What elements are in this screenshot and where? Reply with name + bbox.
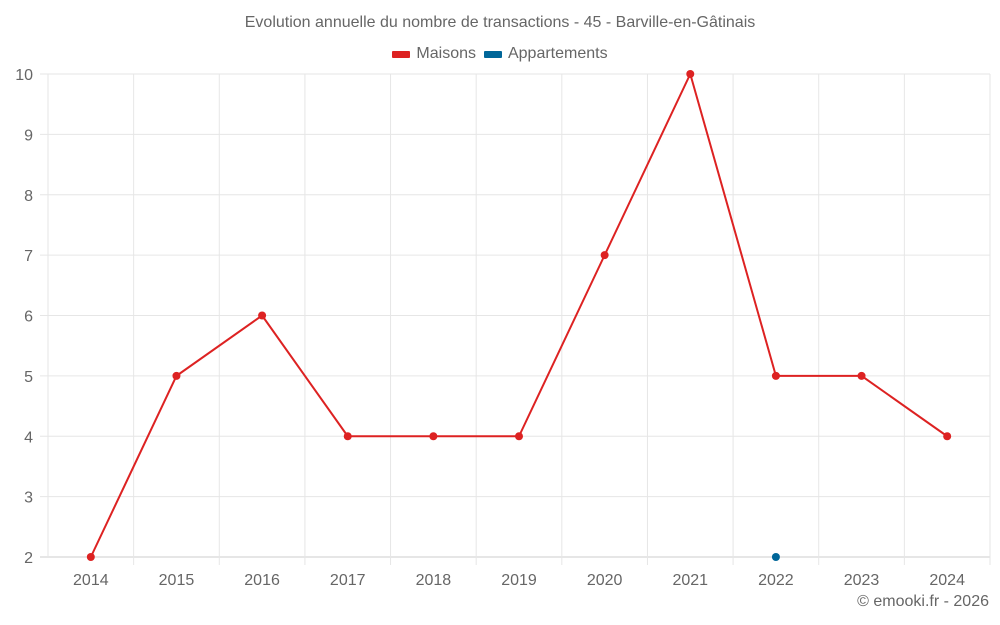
legend-label-appartements: Appartements <box>507 45 608 62</box>
y-tick-label: 9 <box>24 127 33 144</box>
x-tick-label: 2020 <box>587 572 623 589</box>
data-point-maisons[interactable] <box>943 432 952 441</box>
data-point-maisons[interactable] <box>429 432 438 441</box>
data-point-maisons[interactable] <box>343 432 352 441</box>
data-point-maisons[interactable] <box>600 251 609 260</box>
legend-swatch-maisons-icon <box>392 50 411 58</box>
data-point-appartements[interactable] <box>771 553 780 561</box>
data-point-maisons[interactable] <box>515 432 523 441</box>
x-tick-label: 2022 <box>758 572 794 589</box>
y-tick-label: 3 <box>24 490 33 507</box>
x-tick-label: 2014 <box>73 572 109 589</box>
x-tick-label: 2019 <box>501 572 537 589</box>
data-point-maisons[interactable] <box>86 553 95 561</box>
chart-title: Evolution annuelle du nombre de transact… <box>244 14 756 31</box>
y-tick-label: 6 <box>24 309 33 326</box>
credit-text: © emooki.fr - 2026 <box>857 593 989 610</box>
data-point-maisons[interactable] <box>771 371 780 380</box>
y-tick-label: 2 <box>24 550 33 567</box>
legend-item-maisons[interactable]: Maisons <box>392 45 476 63</box>
x-tick-label: 2021 <box>672 572 708 589</box>
chart-legend: Maisons Appartements <box>0 45 1000 63</box>
x-tick-label: 2023 <box>844 572 880 589</box>
legend-label-maisons: Maisons <box>416 45 476 62</box>
legend-swatch-appartements-icon <box>483 50 502 58</box>
x-tick-label: 2018 <box>416 572 452 589</box>
x-tick-label: 2015 <box>159 572 195 589</box>
data-point-maisons[interactable] <box>258 311 267 320</box>
y-tick-label: 8 <box>24 188 33 205</box>
data-point-maisons[interactable] <box>857 371 866 380</box>
y-tick-label: 7 <box>24 248 33 265</box>
x-tick-label: 2024 <box>929 572 965 589</box>
x-tick-label: 2017 <box>330 572 366 589</box>
x-tick-label: 2016 <box>244 572 280 589</box>
y-tick-label: 4 <box>24 429 33 446</box>
y-tick-label: 5 <box>24 369 33 386</box>
data-point-maisons[interactable] <box>172 371 181 380</box>
data-point-maisons[interactable] <box>686 70 695 78</box>
legend-item-appartements[interactable]: Appartements <box>483 45 608 63</box>
y-tick-label: 10 <box>15 67 33 84</box>
